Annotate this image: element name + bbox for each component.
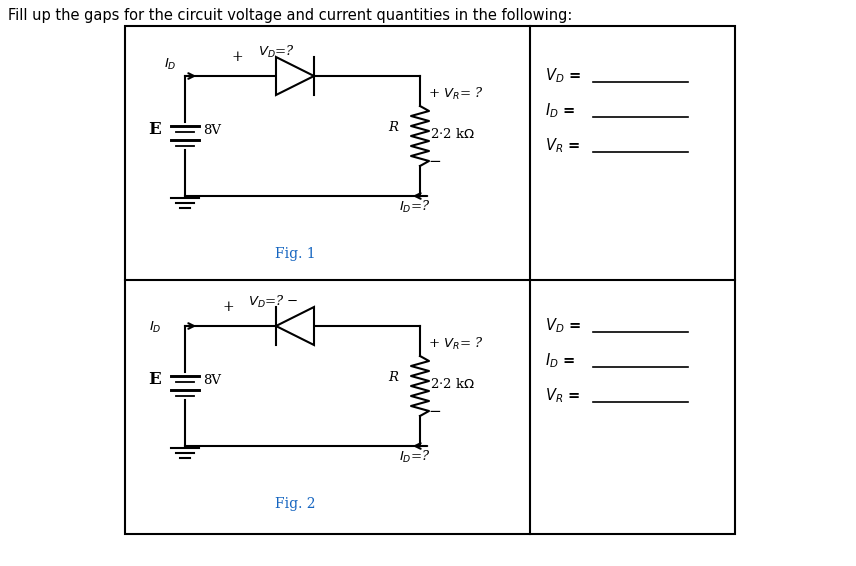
Text: −: − — [428, 405, 441, 419]
Text: $V_D$=?: $V_D$=? — [258, 44, 294, 60]
Text: 8V: 8V — [203, 124, 221, 137]
Text: $I_D$ =: $I_D$ = — [545, 102, 575, 121]
Text: $V_D$=? −: $V_D$=? − — [248, 294, 299, 310]
Text: $V_R$ =: $V_R$ = — [545, 136, 580, 155]
Polygon shape — [276, 57, 314, 95]
Text: $I_D$: $I_D$ — [163, 57, 176, 72]
Text: R: R — [388, 121, 398, 134]
Text: Fill up the gaps for the circuit voltage and current quantities in the following: Fill up the gaps for the circuit voltage… — [8, 8, 573, 23]
Text: Fig. 1: Fig. 1 — [275, 247, 315, 261]
Text: 2$\cdot$2 k$\Omega$: 2$\cdot$2 k$\Omega$ — [430, 377, 475, 391]
Text: $V_D$ =: $V_D$ = — [545, 316, 581, 335]
Text: + $V_R$= ?: + $V_R$= ? — [428, 86, 484, 102]
Text: E: E — [148, 121, 161, 138]
Text: + $V_R$= ?: + $V_R$= ? — [428, 336, 484, 352]
Polygon shape — [276, 307, 314, 345]
Text: −: − — [428, 155, 441, 169]
Text: +: + — [223, 300, 234, 314]
Text: R: R — [388, 371, 398, 384]
Text: Fig. 2: Fig. 2 — [275, 497, 315, 511]
Text: $V_R$ =: $V_R$ = — [545, 387, 580, 405]
Text: $I_D$=?: $I_D$=? — [399, 449, 431, 465]
Text: $I_D$=?: $I_D$=? — [399, 199, 431, 215]
Text: 2$\cdot$2 k$\Omega$: 2$\cdot$2 k$\Omega$ — [430, 127, 475, 141]
Bar — [125, 26, 735, 534]
Text: $V_D$ =: $V_D$ = — [545, 67, 581, 85]
Text: $I_D$: $I_D$ — [149, 320, 161, 335]
Text: E: E — [148, 371, 161, 388]
Text: $I_D$ =: $I_D$ = — [545, 351, 575, 370]
Text: +: + — [231, 50, 243, 64]
Text: 8V: 8V — [203, 374, 221, 387]
